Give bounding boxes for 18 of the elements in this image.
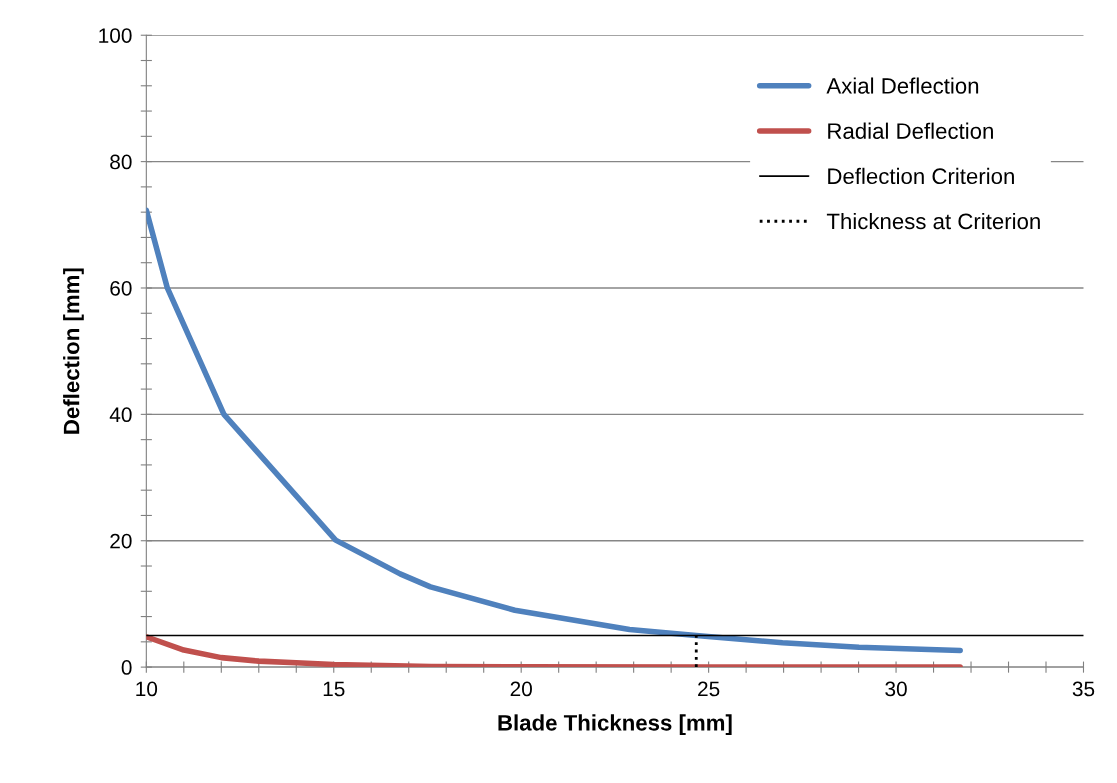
legend-label: Radial Deflection — [828, 122, 993, 139]
y-tick-label: 0 — [121, 660, 132, 675]
x-tick-label: 25 — [698, 681, 720, 697]
legend-label: Thickness at Criterion — [826, 212, 1040, 230]
x-tick-label: 10 — [136, 681, 158, 697]
x-tick-label: 30 — [885, 681, 907, 697]
x-tick-label: 20 — [510, 681, 532, 697]
x-axis-title: Blade Thickness [mm] — [498, 714, 732, 736]
y-tick-label: 20 — [110, 533, 132, 549]
legend-label: Deflection Criterion — [828, 167, 1014, 185]
x-tick-label: 35 — [1072, 681, 1095, 697]
y-tick-label: 40 — [109, 407, 132, 423]
legend-label: Axial Deflection — [826, 77, 979, 94]
x-tick-label: 15 — [323, 681, 345, 697]
y-tick-label: 80 — [110, 154, 132, 170]
y-tick-label: 100 — [99, 28, 132, 43]
y-tick-label: 60 — [110, 280, 132, 296]
y-axis-title: Deflection [mm] — [63, 268, 84, 434]
